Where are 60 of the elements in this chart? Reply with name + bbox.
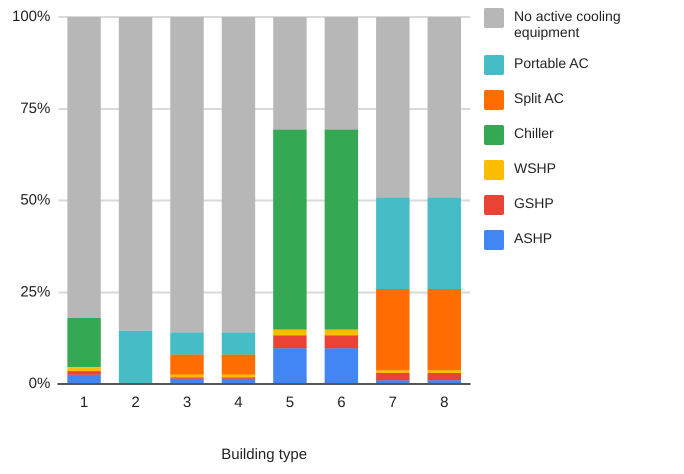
- bar: [273, 17, 307, 130]
- bar: [324, 336, 358, 348]
- bar: [428, 370, 461, 373]
- bar: [376, 380, 410, 383]
- bar: [428, 288, 461, 370]
- bar: [376, 370, 410, 373]
- bar: [222, 354, 256, 374]
- bar: [222, 17, 256, 333]
- legend-label: Chiller: [514, 125, 554, 141]
- legend-label: WSHP: [514, 160, 556, 176]
- bar: [324, 130, 358, 330]
- bar: [273, 330, 307, 336]
- bar: [170, 332, 204, 355]
- legend-label: ASHP: [514, 230, 552, 246]
- x-tick-label: 6: [337, 394, 346, 412]
- bar: [273, 130, 307, 330]
- bar: [428, 380, 461, 383]
- y-tick-label: 50%: [20, 192, 50, 209]
- bar: [170, 378, 204, 383]
- legend-label: No active cooling equipment: [514, 8, 622, 40]
- y-tick-label: 75%: [20, 100, 50, 117]
- y-tick-label: 25%: [20, 283, 50, 300]
- bar: [324, 17, 358, 130]
- bar: [376, 17, 410, 198]
- bar: [67, 367, 101, 372]
- y-tick-label: 100%: [12, 8, 50, 26]
- x-axis-title: Building type: [221, 446, 308, 464]
- bar: [118, 17, 152, 331]
- bar: [118, 330, 152, 383]
- bar: [273, 348, 307, 383]
- x-tick-label: 3: [182, 394, 192, 412]
- bar: [222, 332, 256, 355]
- bar: [428, 17, 461, 198]
- x-tick-label: 5: [286, 394, 294, 412]
- x-tick-label: 1: [80, 394, 88, 412]
- bar: [170, 17, 204, 333]
- bar: [67, 371, 101, 375]
- bar: [376, 198, 410, 289]
- y-tick-label: 0%: [28, 375, 50, 392]
- bar: [324, 348, 358, 383]
- bar: [222, 374, 256, 378]
- x-tick-label: 7: [388, 394, 397, 412]
- bar: [67, 374, 101, 383]
- bar: [222, 378, 256, 383]
- bar: [324, 330, 358, 336]
- x-tick-label: 4: [234, 394, 243, 412]
- bar: [67, 318, 101, 368]
- bar: [273, 336, 307, 348]
- legend-label: Split AC: [514, 90, 564, 106]
- bar: [170, 354, 204, 374]
- bar: [376, 372, 410, 380]
- bar: [428, 198, 461, 289]
- x-tick-label: 2: [131, 394, 140, 412]
- bar: [170, 374, 204, 378]
- legend-label: GSHP: [514, 195, 554, 211]
- bar: [67, 17, 101, 318]
- bar: [376, 288, 410, 370]
- bar: [428, 372, 461, 380]
- legend-label: Portable AC: [514, 55, 589, 71]
- x-tick-label: 8: [440, 394, 448, 412]
